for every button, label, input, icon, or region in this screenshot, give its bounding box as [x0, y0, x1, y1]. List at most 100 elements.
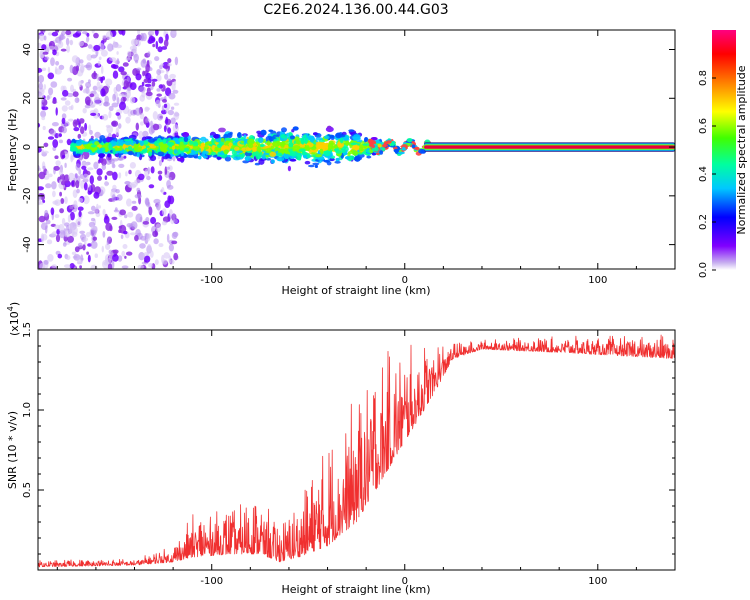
spectrogram-band-blob	[123, 139, 130, 142]
spectrogram-noise-blob	[128, 169, 132, 175]
spectrogram-noise-blob	[51, 264, 58, 269]
spectrogram-noise-blob	[54, 155, 59, 159]
spectrogram-band-blob	[289, 135, 295, 140]
spectrogram-noise-blob	[135, 73, 142, 81]
spectrogram-noise-blob	[150, 166, 155, 174]
spectrogram-noise-blob	[123, 230, 128, 235]
spectrogram-noise-blob	[111, 216, 118, 220]
spectrogram-noise-blob	[154, 259, 159, 265]
spectrogram-noise-blob	[156, 88, 161, 92]
spectrogram-noise-blob	[124, 255, 127, 259]
spectrogram-noise-blob	[102, 114, 109, 121]
spectrogram-noise-blob	[120, 234, 124, 239]
spectrogram-ytick-label: 20	[22, 92, 33, 105]
spectrogram-noise-blob	[82, 30, 88, 35]
spectrogram-noise-blob	[75, 180, 80, 189]
spectrogram-noise-blob	[82, 178, 89, 183]
spectrogram-noise-blob	[147, 78, 152, 84]
colorbar-tick-label: 0.2	[698, 214, 709, 230]
spectrogram-noise-blob	[167, 165, 173, 172]
spectrogram-noise-blob	[138, 86, 146, 93]
spectrogram-band-blob	[186, 154, 195, 158]
spectrogram-noise-blob	[47, 66, 51, 73]
spectrogram-noise-blob	[109, 57, 117, 61]
spectrogram-noise-blob	[173, 111, 180, 121]
spectrogram-band-blob	[150, 145, 157, 149]
spectrogram-noise-blob	[47, 32, 53, 36]
spectrogram-noise-blob	[122, 97, 127, 102]
spectrogram-band-blob	[180, 152, 185, 156]
spectrogram-noise-blob	[90, 54, 97, 59]
spectrogram-band-blob	[223, 149, 229, 155]
spectrogram-band-blob	[390, 141, 395, 147]
spectrogram-noise-blob	[152, 230, 159, 238]
spectrogram-band-blob	[328, 134, 335, 138]
spectrogram-noise-blob	[58, 133, 63, 138]
spectrogram-noise-blob	[118, 172, 122, 179]
spectrogram-band-blob	[272, 141, 281, 148]
spectrogram-noise-blob	[158, 243, 164, 248]
figure-title: C2E6.2024.136.00.44.G03	[263, 2, 448, 18]
spectrogram-noise-blob	[50, 57, 55, 66]
snr-multiplier-label: (x104)	[6, 302, 21, 336]
spectrogram-band-blob	[252, 150, 260, 157]
spectrogram-band-blob	[345, 156, 350, 160]
spectrogram-noise-blob	[71, 251, 77, 255]
spectrogram-band-blob	[105, 147, 110, 151]
spectrogram-noise-blob	[43, 142, 49, 148]
spectrogram-noise-blob	[129, 96, 136, 104]
spectrogram-noise-blob	[69, 223, 73, 233]
spectrogram-noise-blob	[107, 43, 114, 52]
spectrogram-noise-blob	[155, 40, 159, 50]
spectrogram-noise-blob	[174, 56, 179, 66]
spectrogram-noise-blob	[80, 180, 85, 189]
spectrogram-noise-blob	[100, 49, 108, 57]
spectrogram-band-blob	[209, 135, 214, 139]
spectrogram-noise-blob	[172, 89, 179, 94]
spectrogram-noise-blob	[72, 189, 78, 198]
spectrogram-noise-blob	[157, 113, 164, 121]
spectrogram-noise-blob	[96, 73, 100, 82]
spectrogram-noise-blob	[94, 93, 99, 99]
spectrogram-noise-blob	[114, 207, 118, 212]
spectrogram-band-blob	[367, 138, 374, 144]
spectrogram-band-blob	[257, 137, 264, 143]
spectrogram-noise-blob	[143, 78, 149, 84]
spectrogram-band-blob	[203, 146, 209, 150]
spectrogram-band-blob	[337, 141, 345, 148]
spectrogram-band-blob	[350, 142, 358, 146]
spectrogram-noise-blob	[66, 255, 71, 261]
spectrogram-noise-blob	[135, 122, 139, 131]
spectrogram-ytick-label: -40	[22, 236, 33, 252]
spectrogram-noise-blob	[134, 107, 142, 116]
spectrogram-band-blob	[237, 132, 242, 139]
spectrogram-noise-blob	[69, 205, 74, 210]
spectrogram-noise-blob	[52, 99, 57, 104]
spectrogram-noise-blob	[115, 189, 120, 194]
spectrogram-noise-blob	[65, 37, 70, 46]
spectrogram-noise-blob	[91, 30, 95, 34]
spectrogram-band-blob	[370, 142, 374, 147]
spectrogram-noise-blob	[89, 93, 95, 98]
spectrogram-noise-blob	[123, 80, 129, 89]
spectrogram-band-blob	[98, 153, 105, 158]
spectrogram-noise-blob	[163, 103, 168, 109]
spectrogram-noise-blob	[144, 197, 150, 206]
spectrogram-band-blob	[358, 139, 363, 143]
spectrogram-noise-blob	[45, 219, 51, 225]
spectrogram-noise-blob	[71, 55, 79, 63]
spectrogram-noise-blob	[172, 155, 176, 162]
spectrogram-noise-blob	[148, 263, 153, 268]
spectrogram-noise-blob	[54, 214, 60, 219]
spectrogram-noise-blob	[38, 146, 42, 153]
spectrogram-noise-blob	[105, 243, 111, 251]
spectrogram-band-blob	[164, 153, 171, 159]
spectrogram-band-blob	[401, 144, 408, 149]
spectrogram-noise-blob	[165, 166, 171, 170]
spectrogram-noise-blob	[158, 36, 164, 44]
spectrogram-noise-blob	[121, 250, 126, 257]
spectrogram-noise-blob	[173, 102, 180, 106]
spectrogram-noise-blob	[58, 169, 64, 176]
spectrogram-noise-blob	[94, 206, 99, 215]
spectrogram-noise-blob	[40, 222, 48, 230]
